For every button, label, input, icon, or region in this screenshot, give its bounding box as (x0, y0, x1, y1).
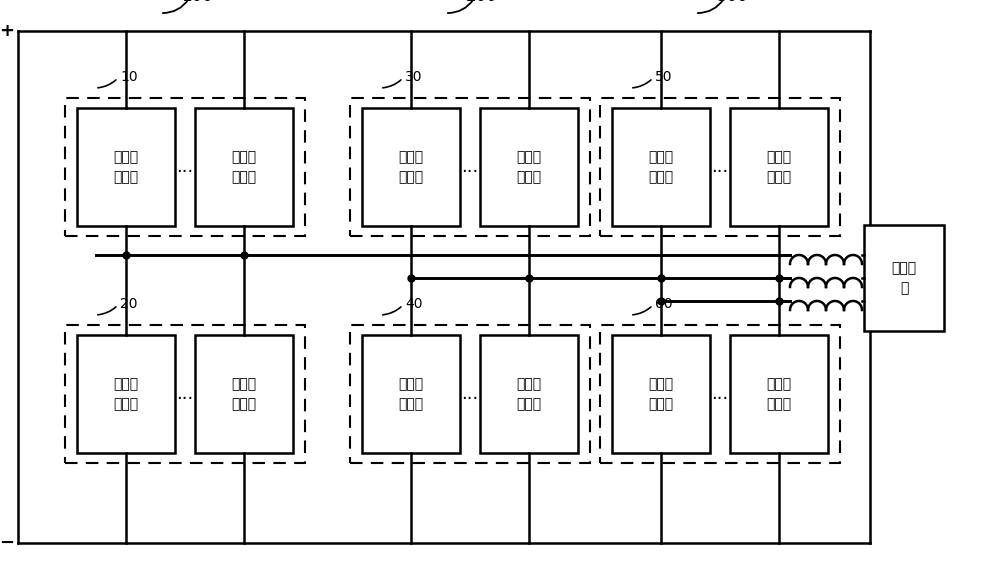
Text: −: − (0, 534, 14, 552)
Text: 第四储
能桥臂: 第四储 能桥臂 (516, 377, 542, 411)
Text: 第一储
能桥臂: 第一储 能桥臂 (113, 150, 139, 184)
Text: 第三储
能桥臂: 第三储 能桥臂 (398, 150, 424, 184)
Bar (730, 335, 828, 453)
Bar (65, 98, 305, 236)
Text: 第四储
能桥臂: 第四储 能桥臂 (398, 377, 424, 411)
Bar (480, 108, 578, 226)
Text: 60: 60 (655, 297, 673, 311)
Text: ...: ... (711, 385, 729, 403)
Bar (612, 108, 710, 226)
Text: 10: 10 (120, 70, 138, 84)
Bar (600, 98, 840, 236)
Text: ...: ... (711, 158, 729, 176)
Bar (362, 335, 460, 453)
Text: 第二储
能桥臂: 第二储 能桥臂 (113, 377, 139, 411)
Text: 30: 30 (405, 70, 422, 84)
Text: 第一储
能桥臂: 第一储 能桥臂 (231, 150, 257, 184)
Text: ...: ... (461, 385, 479, 403)
Text: 300: 300 (716, 0, 748, 5)
Bar (600, 325, 840, 463)
Bar (730, 108, 828, 226)
Bar (480, 335, 578, 453)
Bar (362, 108, 460, 226)
Text: 第五储
能桥臂: 第五储 能桥臂 (648, 150, 674, 184)
Bar (612, 335, 710, 453)
Text: 40: 40 (405, 297, 422, 311)
Bar (864, 225, 944, 331)
Bar (195, 335, 293, 453)
Text: +: + (0, 22, 14, 40)
Text: 第三储
能桥臂: 第三储 能桥臂 (516, 150, 542, 184)
Bar (65, 325, 305, 463)
Bar (350, 325, 590, 463)
Bar (77, 335, 175, 453)
Text: 200: 200 (466, 0, 498, 5)
Text: 三相电
网: 三相电 网 (891, 261, 917, 295)
Text: 第二储
能桥臂: 第二储 能桥臂 (231, 377, 257, 411)
Bar (77, 108, 175, 226)
Text: 100: 100 (181, 0, 213, 5)
Text: ...: ... (176, 385, 194, 403)
Text: 20: 20 (120, 297, 138, 311)
Bar (195, 108, 293, 226)
Text: 第五储
能桥臂: 第五储 能桥臂 (766, 150, 792, 184)
Bar (350, 98, 590, 236)
Text: 第六储
能桥臂: 第六储 能桥臂 (648, 377, 674, 411)
Text: ...: ... (461, 158, 479, 176)
Text: 50: 50 (655, 70, 672, 84)
Text: ...: ... (176, 158, 194, 176)
Text: 第六储
能桥臂: 第六储 能桥臂 (766, 377, 792, 411)
